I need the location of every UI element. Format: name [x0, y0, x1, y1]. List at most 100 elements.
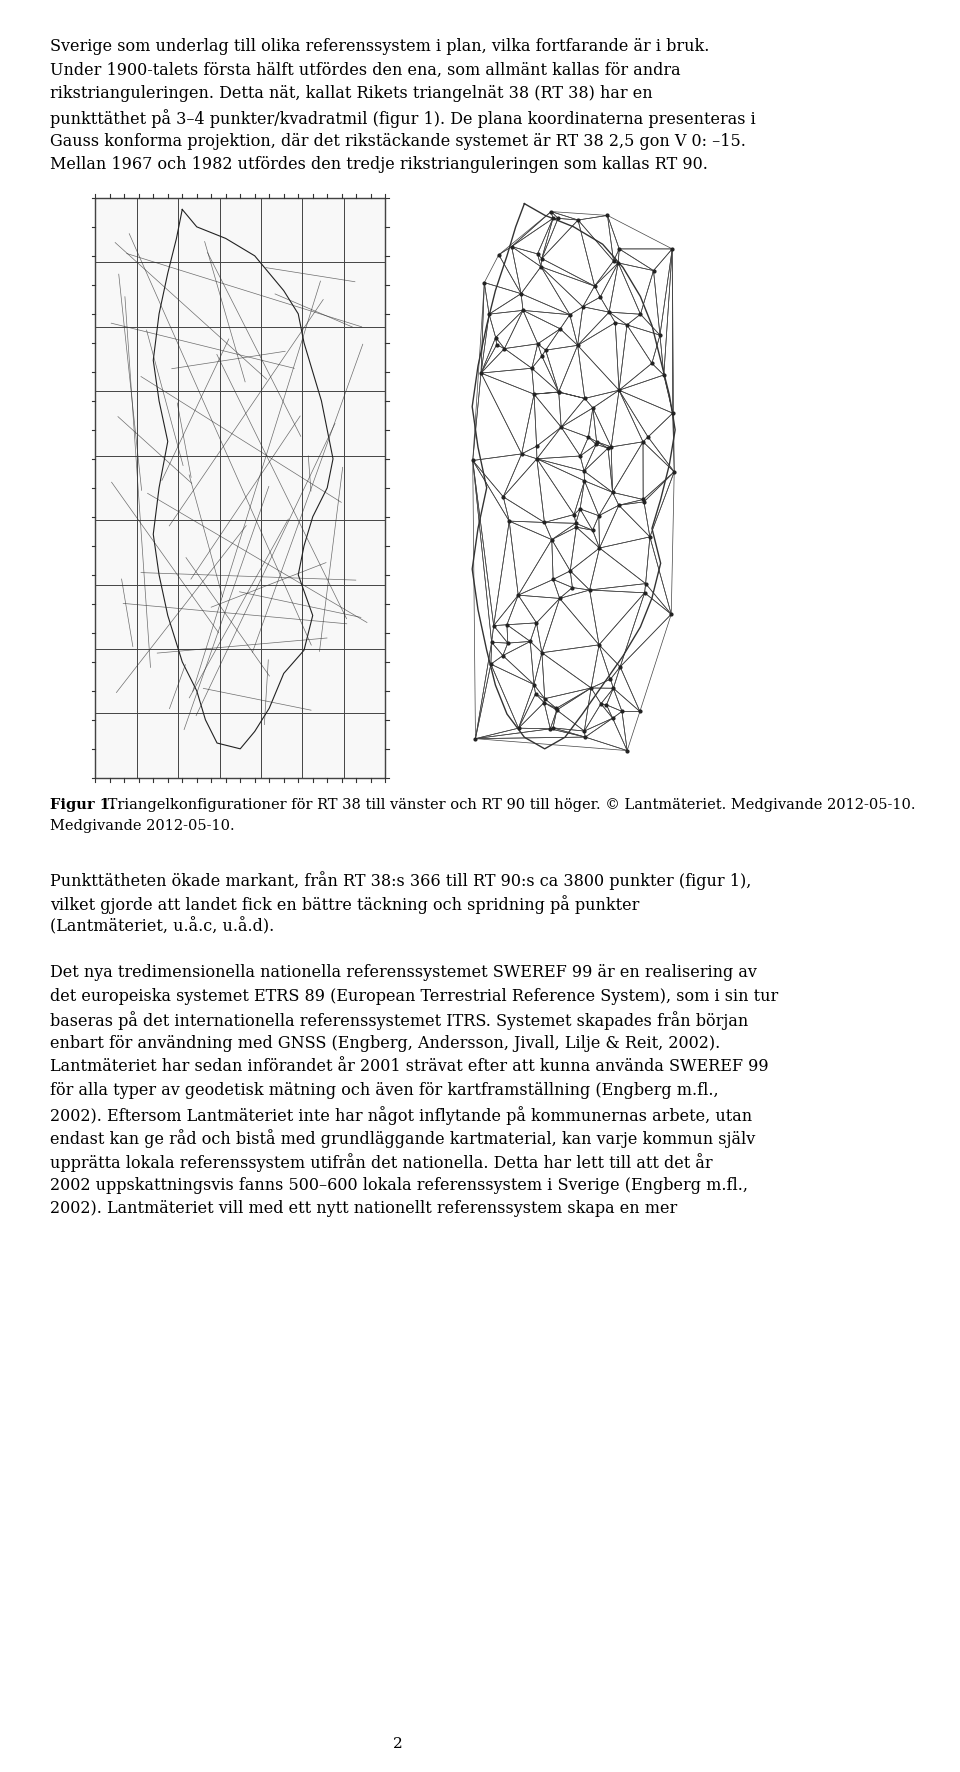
Text: Gauss konforma projektion, där det rikstäckande systemet är RT 38 2,5 gon V 0: –: Gauss konforma projektion, där det rikst… — [50, 133, 746, 149]
Point — [553, 315, 568, 344]
Point — [652, 321, 667, 349]
Bar — [414, 198, 704, 778]
Point — [495, 482, 511, 510]
Text: enbart för användning med GNSS (Engberg, Andersson, Jivall, Lilje & Reit, 2002).: enbart för användning med GNSS (Engberg,… — [50, 1035, 720, 1053]
Text: Lantmäteriet har sedan införandet år 2001 strävat efter att kunna använda SWEREF: Lantmäteriet har sedan införandet år 200… — [50, 1058, 768, 1076]
Text: det europeiska systemet ETRS 89 (European Terrestrial Reference System), som i s: det europeiska systemet ETRS 89 (Europea… — [50, 987, 778, 1005]
Point — [619, 737, 635, 766]
Point — [537, 688, 552, 716]
Point — [572, 494, 588, 523]
Text: endast kan ge råd och bistå med grundläggande kartmaterial, kan varje kommun sjä: endast kan ge råd och bistå med grundläg… — [50, 1129, 755, 1148]
Point — [568, 512, 584, 540]
Point — [551, 377, 566, 406]
Point — [529, 445, 544, 473]
Point — [549, 695, 564, 723]
Point — [633, 299, 648, 328]
Point — [483, 650, 498, 679]
Point — [603, 664, 618, 693]
Text: (Lantmäteriet, u.å.c, u.å.d).: (Lantmäteriet, u.å.c, u.å.d). — [50, 918, 274, 936]
Point — [638, 569, 654, 597]
Point — [642, 523, 658, 551]
Point — [526, 670, 541, 698]
Point — [537, 509, 552, 537]
Point — [495, 641, 511, 670]
Text: Triangelkonfigurationer för RT 38 till vänster och RT 90 till höger. © Lantmäter: Triangelkonfigurationer för RT 38 till v… — [103, 797, 916, 812]
Point — [481, 299, 496, 328]
Point — [549, 696, 564, 725]
Point — [636, 579, 652, 608]
Point — [582, 576, 597, 604]
Point — [644, 349, 660, 377]
Point — [545, 714, 561, 742]
Point — [591, 631, 607, 659]
Point — [646, 257, 661, 285]
Point — [664, 234, 680, 262]
Text: Under 1900-talets första hälft utfördes den ena, som allmänt kallas för andra: Under 1900-talets första hälft utfördes … — [50, 62, 681, 78]
Point — [619, 310, 635, 338]
Point — [545, 565, 561, 594]
Point — [612, 376, 627, 404]
Point — [533, 253, 548, 282]
Point — [591, 501, 607, 530]
Point — [564, 574, 580, 602]
Text: Punkttätheten ökade markant, från RT 38:s 366 till RT 90:s ca 3800 punkter (figu: Punkttätheten ökade markant, från RT 38:… — [50, 872, 751, 890]
Point — [604, 432, 619, 461]
Point — [584, 673, 599, 702]
Point — [666, 457, 682, 486]
Bar — [95, 198, 385, 778]
Point — [473, 360, 489, 388]
Point — [577, 466, 592, 494]
Point — [551, 377, 566, 406]
Text: för alla typer av geodetisk mätning och även för kartframställning (Engberg m.fl: för alla typer av geodetisk mätning och … — [50, 1083, 718, 1099]
Point — [578, 723, 593, 751]
Point — [563, 556, 578, 585]
Point — [577, 385, 592, 413]
Point — [530, 239, 545, 268]
Point — [486, 611, 501, 640]
Point — [633, 698, 648, 727]
Point — [511, 581, 526, 610]
Point — [529, 432, 544, 461]
Point — [530, 330, 545, 358]
Text: 2002). Eftersom Lantmäteriet inte har något inflytande på kommunernas arbete, ut: 2002). Eftersom Lantmäteriet inte har nå… — [50, 1106, 752, 1125]
Point — [552, 585, 567, 613]
Point — [640, 424, 656, 452]
Point — [543, 197, 559, 225]
Point — [542, 714, 558, 742]
Point — [602, 298, 617, 326]
Point — [476, 268, 492, 296]
Point — [534, 245, 549, 273]
Point — [636, 427, 651, 455]
Point — [591, 533, 607, 562]
Point — [570, 206, 586, 234]
Point — [585, 516, 600, 544]
Point — [611, 248, 626, 276]
Point — [575, 292, 590, 321]
Point — [504, 232, 519, 260]
Text: Det nya tredimensionella nationella referenssystemet SWEREF 99 är en realisering: Det nya tredimensionella nationella refe… — [50, 964, 756, 982]
Point — [499, 611, 515, 640]
Point — [600, 202, 615, 230]
Point — [538, 337, 553, 365]
Point — [636, 487, 652, 516]
Text: vilket gjorde att landet fick en bättre täckning och spridning på punkter: vilket gjorde att landet fick en bättre … — [50, 895, 639, 914]
Point — [588, 427, 604, 455]
Point — [587, 271, 602, 299]
Point — [489, 331, 504, 360]
Point — [612, 234, 627, 262]
Point — [544, 526, 560, 555]
Point — [465, 447, 480, 475]
Point — [534, 342, 549, 370]
Point — [534, 638, 549, 666]
Point — [528, 680, 543, 709]
Point — [514, 439, 529, 468]
Text: Figur 1.: Figur 1. — [50, 797, 114, 812]
Point — [501, 507, 516, 535]
Point — [605, 703, 620, 732]
Text: upprätta lokala referenssystem utifrån det nationella. Detta har lett till att d: upprätta lokala referenssystem utifrån d… — [50, 1154, 712, 1171]
Point — [592, 284, 608, 312]
Point — [496, 335, 512, 363]
Point — [606, 673, 621, 702]
Point — [614, 696, 630, 725]
Point — [568, 509, 584, 537]
